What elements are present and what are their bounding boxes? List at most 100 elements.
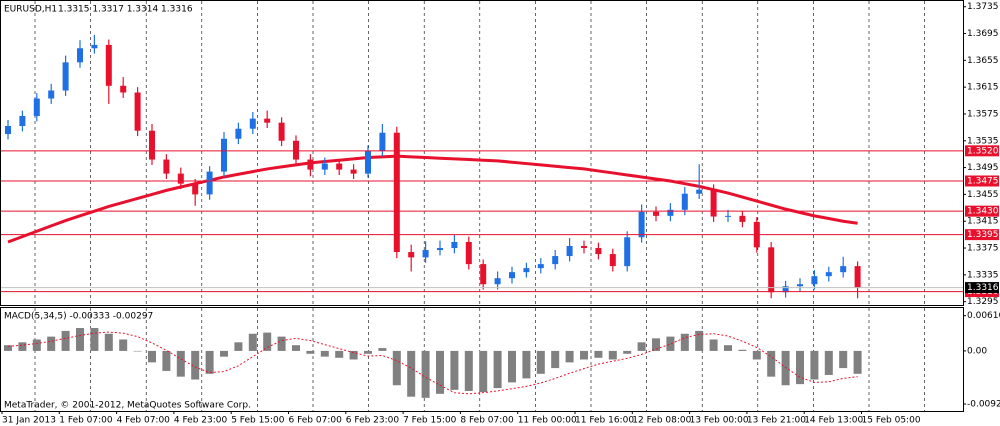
macd-bar (536, 350, 545, 374)
x-tick-label: 8 Feb 07:00 (460, 416, 514, 426)
chart-subtitle: 1.3315 1.3317 1.3314 1.3316 (58, 5, 193, 15)
candle-body (120, 85, 127, 93)
x-tick-label: 14 Feb 13:00 (804, 416, 863, 426)
level-label-box (965, 229, 999, 241)
candle-body (33, 98, 40, 116)
candle-body (379, 132, 386, 151)
macd-title: MACD(5,34,5) -0.00333 -0.00297 (4, 312, 153, 322)
y-tick-label: 1.3495 (967, 163, 999, 173)
macd-bar (248, 333, 257, 351)
candle-body (854, 266, 861, 288)
x-tick-label: 13 Feb 21:00 (747, 416, 806, 426)
y-tick-label: 0.00616 (967, 311, 1000, 321)
candle-body (566, 246, 573, 257)
candle-body (235, 128, 242, 139)
x-tick-label: 12 Feb 08:00 (632, 416, 691, 426)
candle-body (552, 256, 559, 265)
candle-body (163, 159, 170, 174)
candle-body (681, 193, 688, 210)
y-tick-label: 1.3335 (967, 270, 999, 280)
candle-body (206, 171, 213, 195)
x-tick-label: 15 Feb 05:00 (862, 416, 921, 426)
candle-body (725, 215, 731, 217)
macd-bar (608, 350, 617, 360)
y-tick-label: 1.3455 (967, 190, 999, 200)
candle-body (624, 237, 631, 267)
macd-bar (263, 332, 272, 351)
candle-body (134, 92, 141, 131)
level-label-box (965, 175, 999, 187)
macd-bar (580, 350, 588, 360)
macd-bar (133, 350, 142, 352)
candle-body (149, 130, 155, 160)
candle-body (48, 90, 55, 99)
candle-body (105, 44, 112, 86)
x-tick-label: 6 Feb 23:00 (346, 416, 400, 426)
macd-bar (306, 350, 315, 354)
candle-body (393, 132, 400, 253)
y-tick-label: 1.3655 (967, 56, 999, 66)
macd-bar (565, 350, 574, 363)
candle-body (278, 122, 285, 141)
macd-bar (464, 350, 473, 391)
y-tick-label: -0.00928 (967, 400, 1000, 410)
candle-body (710, 189, 717, 217)
grid (34, 1, 925, 411)
candle-body (91, 44, 98, 49)
candle-body (739, 215, 746, 222)
macd-bar (522, 350, 531, 379)
candle-body (350, 169, 357, 174)
candle-body (293, 140, 299, 160)
level-label-box (965, 145, 999, 157)
macd-bar (364, 350, 372, 354)
macd-bar (162, 350, 171, 371)
x-tick-label: 11 Feb 16:00 (575, 416, 634, 426)
y-tick-label: 1.3415 (967, 217, 999, 227)
macd-bar (709, 339, 718, 351)
macd-bar (724, 345, 732, 351)
candle-body (77, 48, 83, 63)
candle-body (19, 115, 26, 127)
macd-bar (824, 350, 833, 375)
candle-body (264, 118, 271, 123)
macd-bar (407, 350, 416, 397)
macd-bar (61, 330, 70, 351)
macd-bar (191, 350, 200, 380)
macd-bar (839, 350, 848, 369)
macd-bar (378, 348, 387, 351)
price-panel-frame (0, 0, 964, 306)
x-tick-label: 4 Feb 23:00 (174, 416, 228, 426)
candle-body (797, 284, 803, 287)
macd-bar (32, 339, 41, 351)
macd-bar (18, 342, 27, 351)
level-label-box (965, 205, 999, 217)
x-tick-label: 5 Feb 15:00 (231, 416, 285, 426)
x-tick-label: 7 Feb 15:00 (403, 416, 457, 426)
macd-bar (796, 350, 804, 385)
candle-body (465, 241, 472, 265)
macd-bar (479, 350, 488, 393)
candle-body (825, 272, 832, 277)
macd-bar (104, 333, 113, 351)
macd-bar (695, 330, 704, 351)
y-tick-label: 1.3295 (967, 297, 999, 307)
candle-body (537, 264, 544, 269)
plot (1, 34, 963, 398)
candle-body (782, 286, 789, 293)
macd-bar (666, 336, 675, 351)
macd-bar (853, 350, 862, 374)
candle-body (5, 126, 11, 135)
macd-bar (551, 350, 560, 369)
macd-bar (767, 350, 776, 377)
candle-body (667, 209, 674, 216)
candle-body (422, 250, 429, 258)
macd-bar (176, 350, 185, 377)
candle-body (509, 272, 515, 279)
macd-bar (119, 339, 128, 351)
macd-bar (4, 345, 12, 351)
macd-bar (450, 350, 459, 390)
candle-body (408, 252, 415, 258)
y-tick-label: 1.3575 (967, 109, 999, 119)
candle-body (221, 138, 227, 172)
